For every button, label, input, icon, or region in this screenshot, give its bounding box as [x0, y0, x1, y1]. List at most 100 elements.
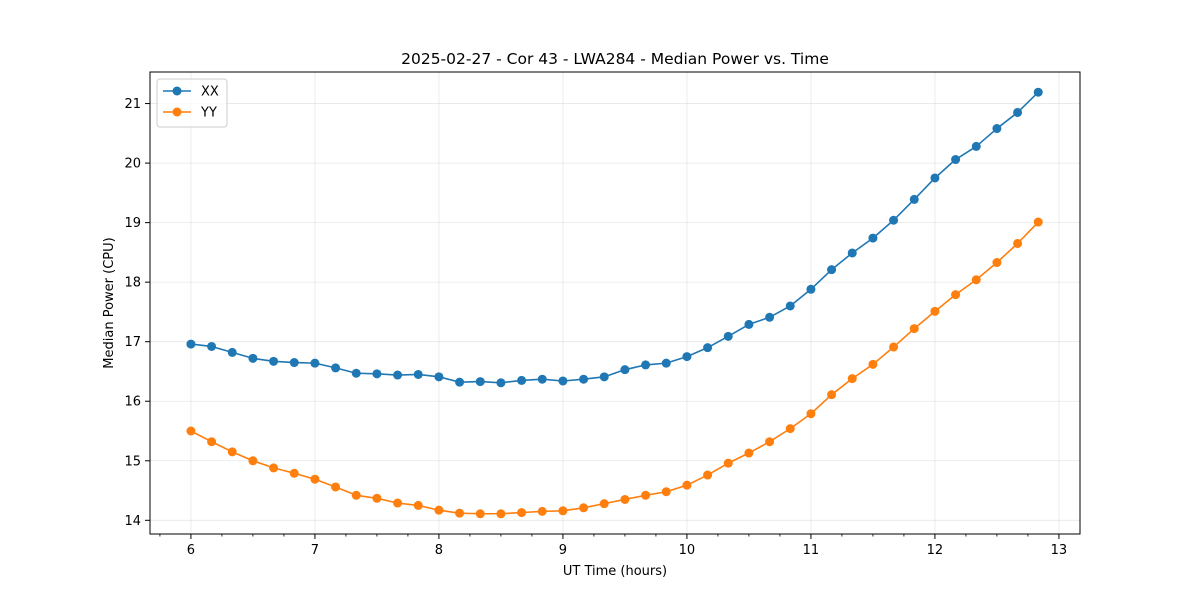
ticks-layer: 6 7 8 9 10 11 12 13 14 15 16 17 18 19 20 21 — [124, 97, 1067, 558]
data-point-xx — [765, 312, 775, 322]
data-point-xx — [806, 284, 816, 294]
data-point-xx — [517, 375, 527, 385]
data-point-yy — [682, 480, 692, 490]
plot-area-frame — [149, 71, 1081, 535]
data-point-yy — [951, 290, 961, 300]
data-point-yy — [537, 506, 547, 516]
y-axis-label: Median Power (CPU) — [102, 237, 117, 368]
data-point-xx — [744, 319, 754, 329]
data-point-yy — [1033, 217, 1043, 227]
data-point-yy — [310, 474, 320, 484]
data-point-yy — [806, 409, 816, 419]
data-point-yy — [558, 506, 568, 516]
data-point-xx — [1033, 87, 1043, 97]
data-point-yy — [475, 509, 485, 519]
data-point-yy — [765, 437, 775, 447]
x-tick-label: 8 — [435, 543, 443, 558]
data-point-xx — [310, 358, 320, 368]
legend-marker — [172, 107, 182, 117]
data-point-yy — [496, 509, 506, 519]
data-point-yy — [703, 470, 713, 480]
data-point-yy — [827, 390, 837, 400]
data-point-xx — [723, 331, 733, 341]
data-point-yy — [517, 508, 527, 518]
data-point-yy — [393, 498, 403, 508]
data-point-xx — [537, 374, 547, 384]
data-point-yy — [785, 424, 795, 434]
x-tick-label: 6 — [187, 543, 195, 558]
data-point-xx — [930, 173, 940, 183]
legend-marker — [172, 86, 182, 96]
data-point-yy — [207, 437, 217, 447]
data-point-xx — [558, 376, 568, 386]
data-point-xx — [269, 356, 279, 366]
y-tick-label: 15 — [124, 454, 141, 469]
data-point-xx — [682, 352, 692, 362]
x-tick-label: 11 — [803, 543, 820, 558]
data-point-xx — [661, 358, 671, 368]
data-point-yy — [186, 426, 196, 436]
x-tick-label: 7 — [311, 543, 319, 558]
data-point-xx — [579, 374, 589, 384]
y-tick-label: 20 — [124, 157, 141, 172]
data-point-xx — [827, 265, 837, 275]
data-point-xx — [475, 377, 485, 387]
data-point-yy — [641, 490, 651, 500]
data-point-yy — [455, 508, 465, 518]
data-point-xx — [599, 372, 609, 382]
data-point-yy — [620, 494, 630, 504]
data-point-xx — [351, 368, 361, 378]
data-point-yy — [289, 468, 299, 478]
data-point-xx — [703, 343, 713, 353]
data-point-yy — [661, 487, 671, 497]
data-point-xx — [496, 378, 506, 388]
data-point-xx — [248, 353, 258, 363]
y-tick-label: 17 — [124, 335, 141, 350]
y-tick-label: 16 — [124, 395, 141, 410]
data-point-xx — [868, 233, 878, 243]
data-point-xx — [951, 155, 961, 165]
series-yy — [186, 217, 1043, 519]
data-point-xx — [434, 372, 444, 382]
data-point-xx — [413, 369, 423, 379]
data-point-xx — [393, 370, 403, 380]
chart-title: 2025-02-27 - Cor 43 - LWA284 - Median Po… — [401, 50, 829, 68]
data-point-xx — [455, 377, 465, 387]
data-point-xx — [847, 248, 857, 258]
y-tick-label: 14 — [124, 514, 141, 529]
data-point-xx — [186, 339, 196, 349]
data-point-yy — [227, 447, 237, 457]
data-point-xx — [620, 365, 630, 375]
data-point-yy — [248, 456, 258, 466]
data-point-xx — [227, 347, 237, 357]
y-tick-label: 21 — [124, 97, 141, 112]
data-point-xx — [331, 363, 341, 373]
y-tick-label: 18 — [124, 276, 141, 291]
data-point-yy — [930, 306, 940, 316]
data-point-xx — [641, 360, 651, 370]
x-axis-label: UT Time (hours) — [563, 564, 667, 579]
data-point-xx — [785, 301, 795, 311]
data-point-yy — [269, 463, 279, 473]
y-tick-label: 19 — [124, 216, 141, 231]
data-point-xx — [207, 341, 217, 351]
series-layer — [186, 87, 1043, 519]
x-tick-label: 10 — [679, 543, 696, 558]
data-point-yy — [971, 275, 981, 285]
data-point-yy — [889, 342, 899, 352]
legend-item-xx: XX — [163, 85, 219, 100]
data-point-yy — [847, 374, 857, 384]
legend-label: YY — [200, 106, 217, 121]
data-point-yy — [909, 324, 919, 334]
legend: XX YY — [156, 78, 228, 128]
x-tick-label: 9 — [559, 543, 567, 558]
data-point-yy — [351, 490, 361, 500]
data-point-xx — [889, 215, 899, 225]
data-point-yy — [579, 503, 589, 513]
data-point-yy — [331, 482, 341, 492]
data-point-xx — [372, 369, 382, 379]
grid-layer — [150, 72, 1080, 534]
legend-label: XX — [201, 85, 219, 100]
